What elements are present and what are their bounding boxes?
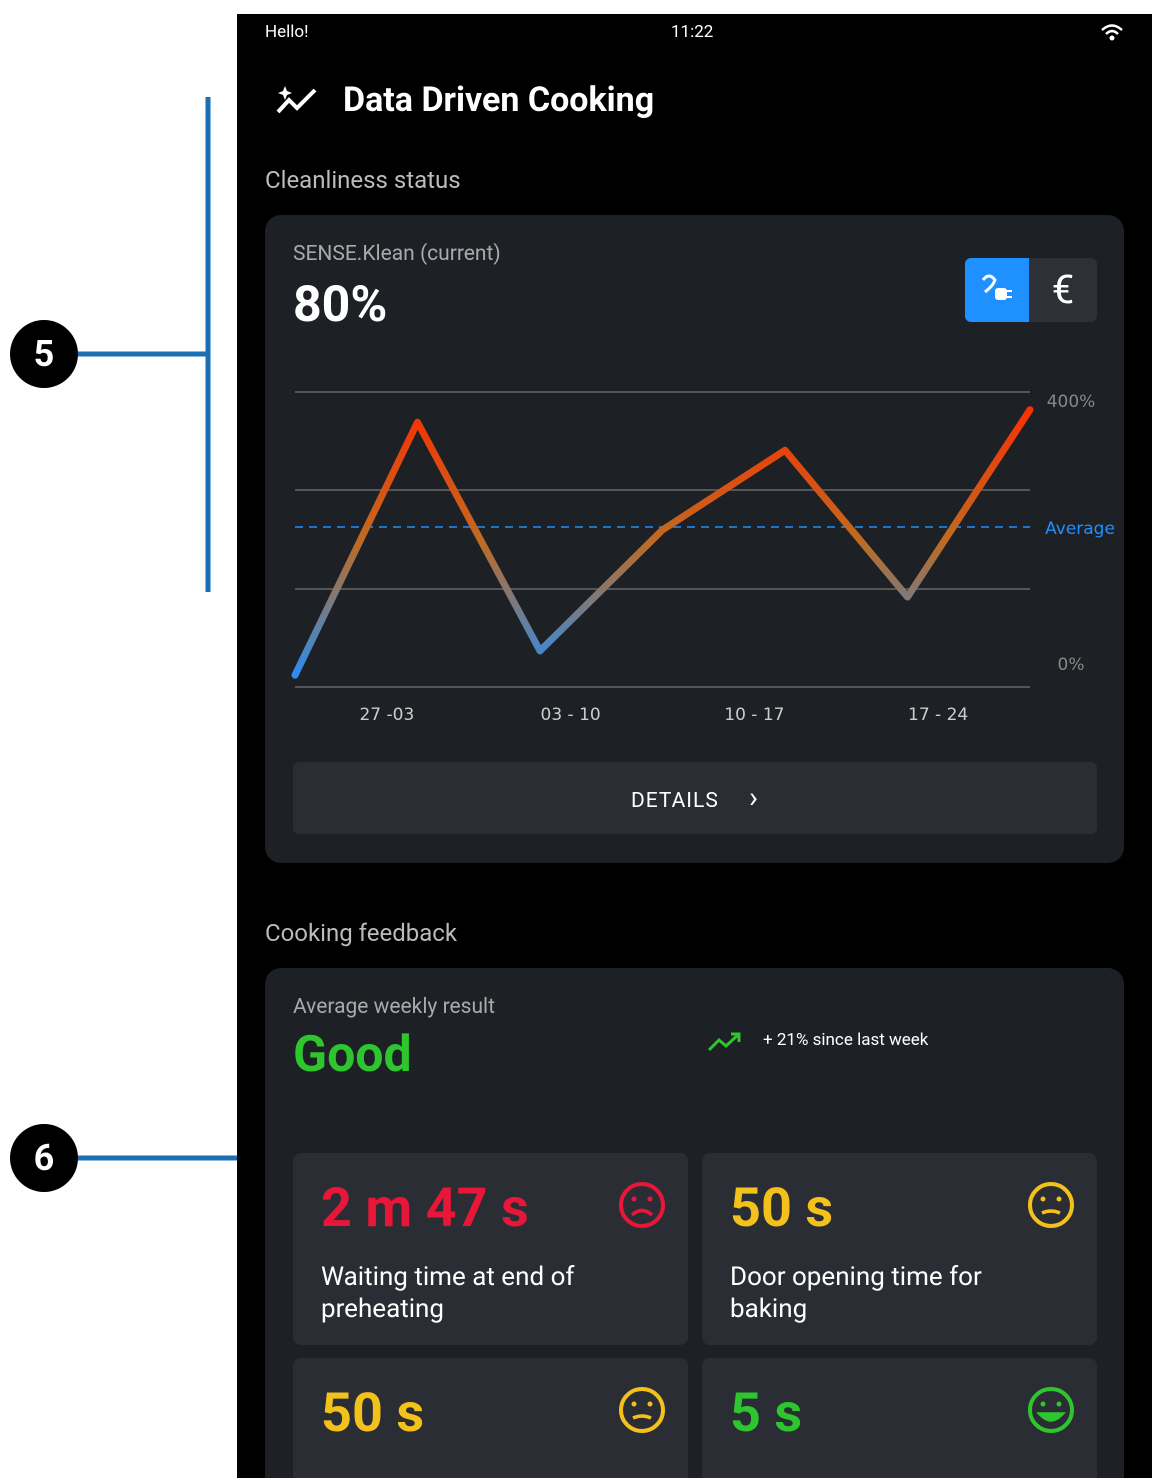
details-button[interactable]: DETAILS › [293, 762, 1097, 834]
currency-toggle[interactable]: € [1029, 258, 1097, 322]
metric-label: Door opening time for baking [730, 1262, 982, 1324]
mood-icon [619, 1387, 665, 1433]
face-eye [1040, 1196, 1046, 1202]
energy-toggle[interactable] [965, 258, 1029, 322]
result-label: Average weekly result [293, 995, 496, 1019]
face-eye [631, 1196, 637, 1202]
metric-value: 50 s [730, 1177, 834, 1240]
face-mouth [632, 1414, 652, 1420]
app-icon [276, 86, 317, 114]
metric-value: 50 s [321, 1382, 425, 1445]
face-outline [1028, 1387, 1074, 1433]
callout: 6 [10, 1124, 78, 1192]
app-screen: Hello! 11:22 Data Driven Cooking Cleanli… [237, 14, 1152, 1478]
sensor-label: SENSE.Klean (current) [293, 242, 501, 266]
metric-value: 5 s [730, 1382, 803, 1445]
cleanliness-panel [265, 215, 1124, 863]
y-tick-label: 0% [1058, 655, 1085, 675]
wifi-icon [1101, 24, 1123, 41]
result-value: Good [293, 1026, 412, 1084]
data-line [291, 406, 1034, 679]
mood-icon [1028, 1387, 1074, 1433]
face-outline [619, 1387, 665, 1433]
metric-label: Waiting time at end of preheating [321, 1262, 575, 1324]
mood-icon [619, 1182, 665, 1228]
trend-text: + 21% since last week [763, 1030, 929, 1050]
status-time: 11:22 [671, 22, 714, 42]
metric-value: 2 m 47 s [321, 1177, 529, 1240]
section-title: Cleanliness status [265, 166, 461, 194]
face-mouth [630, 1208, 654, 1217]
face-outline [619, 1182, 665, 1228]
sensor-value: 80% [293, 276, 388, 334]
metric-card[interactable]: 5 s [702, 1358, 1097, 1478]
button-label: DETAILS [630, 789, 719, 813]
metric-card[interactable]: 50 s [293, 1358, 688, 1478]
x-tick-label: 03 - 10 [541, 705, 601, 725]
face-eye [647, 1401, 653, 1407]
x-tick-label: 27 -03 [359, 705, 414, 725]
face-eye [631, 1401, 637, 1407]
metric-card[interactable]: 50 s Door opening time for baking [702, 1153, 1097, 1345]
app-title: Data Driven Cooking [343, 80, 655, 120]
x-tick-label: 17 - 24 [908, 705, 968, 725]
status-greeting: Hello! [265, 22, 309, 42]
section-title: Cooking feedback [265, 919, 457, 947]
mood-icon [1028, 1182, 1074, 1228]
face-outline [1028, 1182, 1074, 1228]
face-mouth [1036, 1412, 1066, 1422]
face-eye [1056, 1196, 1062, 1202]
face-eye [647, 1196, 653, 1202]
face-eye [1040, 1401, 1046, 1407]
metric-card[interactable]: 2 m 47 s Waiting time at end of preheatin… [293, 1153, 688, 1345]
average-label: Average [1045, 519, 1115, 539]
face-mouth [1041, 1209, 1061, 1215]
y-tick-label: 400% [1047, 392, 1096, 412]
x-tick-label: 10 - 17 [724, 705, 784, 725]
face-eye [1056, 1401, 1062, 1407]
trend-icon [707, 1032, 741, 1052]
callout: 5 [10, 320, 78, 388]
